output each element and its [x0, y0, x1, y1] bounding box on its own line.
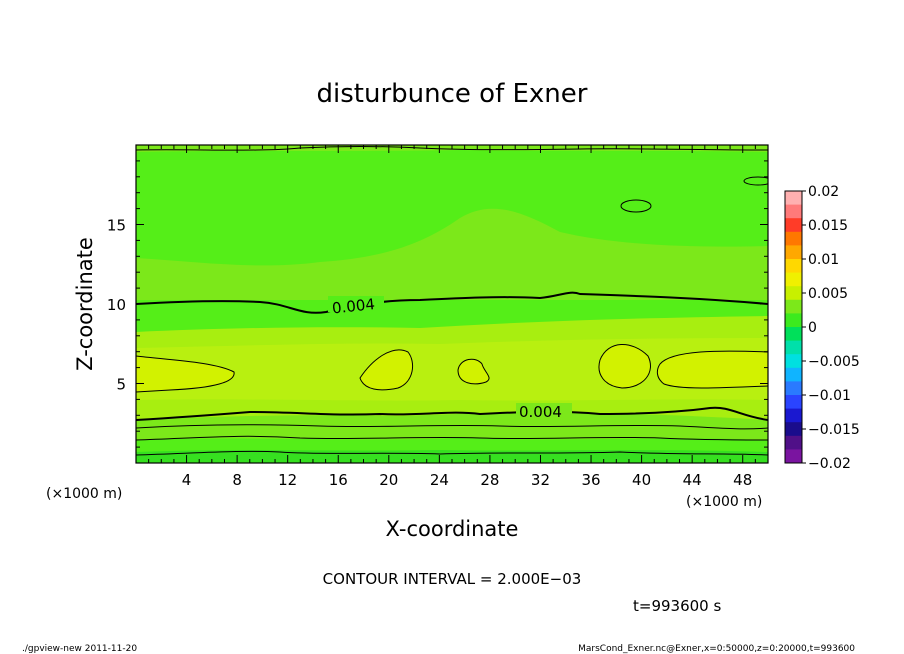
- colorbar-segment: [785, 191, 802, 206]
- field-blob-right: [657, 351, 768, 388]
- contour-line-blob-20: [359, 349, 414, 391]
- field-lower-band: [136, 412, 768, 440]
- time-text: t=993600 s: [633, 597, 721, 615]
- colorbar-tick-label: −0.015: [808, 422, 860, 438]
- contour-label-lower: 0.004: [519, 403, 562, 421]
- colorbar-segment: [785, 422, 802, 437]
- contour-label-upper: 0.004: [331, 295, 376, 317]
- x-tick-label: 28: [480, 471, 499, 489]
- colorbar-tick-label: 0.01: [808, 252, 839, 268]
- colorbar-segment: [785, 327, 802, 342]
- contour-line-top: [136, 146, 768, 151]
- contour-lines: [136, 146, 768, 456]
- x-tick-label: 20: [379, 471, 398, 489]
- x-unit-label-right: (×1000 m): [686, 494, 762, 510]
- y-tick-label: 15: [107, 217, 126, 235]
- colorbar-tick-label: −0.02: [808, 456, 851, 472]
- y-tick-label: 5: [116, 376, 126, 394]
- colorbar-segment: [785, 245, 802, 260]
- x-tick-label: 40: [632, 471, 651, 489]
- colorbar-ticks: 0.02 0.015 0.01 0.005 0 −0.005 −0.01 −0.015 −0.0…: [802, 184, 860, 472]
- colorbar-tick-label: −0.01: [808, 388, 851, 404]
- contour-field: [136, 145, 768, 463]
- footer-left: ./gpview-new 2011-11-20: [22, 644, 137, 654]
- contour-interval-text: CONTOUR INTERVAL = 2.000E−03: [323, 570, 582, 588]
- contour-line-right-edge-loop: [743, 176, 768, 186]
- colorbar-segment: [785, 367, 802, 382]
- colorbar-segment: [785, 272, 802, 287]
- colorbar-tick-label: 0.005: [808, 286, 848, 302]
- colorbar-tick-label: 0.015: [808, 218, 848, 234]
- colorbar-segment: [785, 299, 802, 314]
- field-blob-27: [458, 359, 490, 384]
- x-tick-label: 8: [232, 471, 242, 489]
- colorbar-segment: [785, 231, 802, 246]
- colorbar-segment: [785, 286, 802, 301]
- colorbar-segment: [785, 218, 802, 233]
- x-tick-label: 24: [430, 471, 449, 489]
- contour-line-blob-left: [136, 355, 235, 393]
- contour-line-0004-upper: [136, 291, 768, 314]
- contour-line-blob-right: [656, 350, 768, 389]
- y-tick-label: 10: [107, 296, 126, 314]
- x-tick-label: 44: [683, 471, 702, 489]
- colorbar-segment: [785, 408, 802, 423]
- colorbar-segment: [785, 381, 802, 396]
- colorbar-segment: [785, 313, 802, 328]
- colorbar-segment: [785, 354, 802, 369]
- x-tick-label: 32: [531, 471, 550, 489]
- colorbar-segment: [785, 435, 802, 450]
- colorbar-segment: [785, 204, 802, 219]
- field-blob-20: [360, 349, 413, 390]
- x-axis-title: X-coordinate: [386, 517, 519, 541]
- colorbar-segment: [785, 259, 802, 274]
- footer-right: MarsCond_Exner.nc@Exner,x=0:50000,z=0:20…: [578, 644, 855, 654]
- x-unit-label-left: (×1000 m): [46, 486, 122, 502]
- colorbar-tick-label: −0.005: [808, 354, 860, 370]
- x-tick-label: 12: [278, 471, 297, 489]
- colorbar: [785, 191, 802, 464]
- contour-line-lower-1: [136, 424, 768, 430]
- contour-labels: 0.004 0.004: [328, 295, 572, 421]
- y-axis-ticks: 5 10 15: [107, 160, 768, 448]
- colorbar-tick-label: 0: [808, 320, 817, 336]
- contour-line-small-loop: [620, 199, 652, 213]
- contour-line-0004-lower: [136, 406, 768, 421]
- field-blob-39: [598, 344, 651, 388]
- x-tick-label: 48: [733, 471, 752, 489]
- contour-line-lower-3: [136, 450, 768, 456]
- colorbar-tick-label: 0.02: [808, 184, 839, 200]
- contour-line-blob-27: [457, 358, 490, 385]
- x-axis-ticks: 4 8 12 16 20 24 28 32 36 40 44 48: [148, 145, 756, 489]
- colorbar-segment: [785, 340, 802, 355]
- y-axis-title: Z-coordinate: [73, 237, 97, 371]
- x-tick-label: 16: [329, 471, 348, 489]
- x-tick-label: 36: [581, 471, 600, 489]
- contour-line-blob-39: [598, 344, 651, 389]
- colorbar-segment: [785, 449, 802, 464]
- chart-title: disturbunce of Exner: [317, 79, 588, 109]
- x-tick-label: 4: [182, 471, 192, 489]
- field-upper-band: [136, 208, 768, 300]
- colorbar-segment: [785, 395, 802, 410]
- field-bottom-band: [136, 450, 768, 463]
- contour-line-lower-2: [136, 435, 768, 441]
